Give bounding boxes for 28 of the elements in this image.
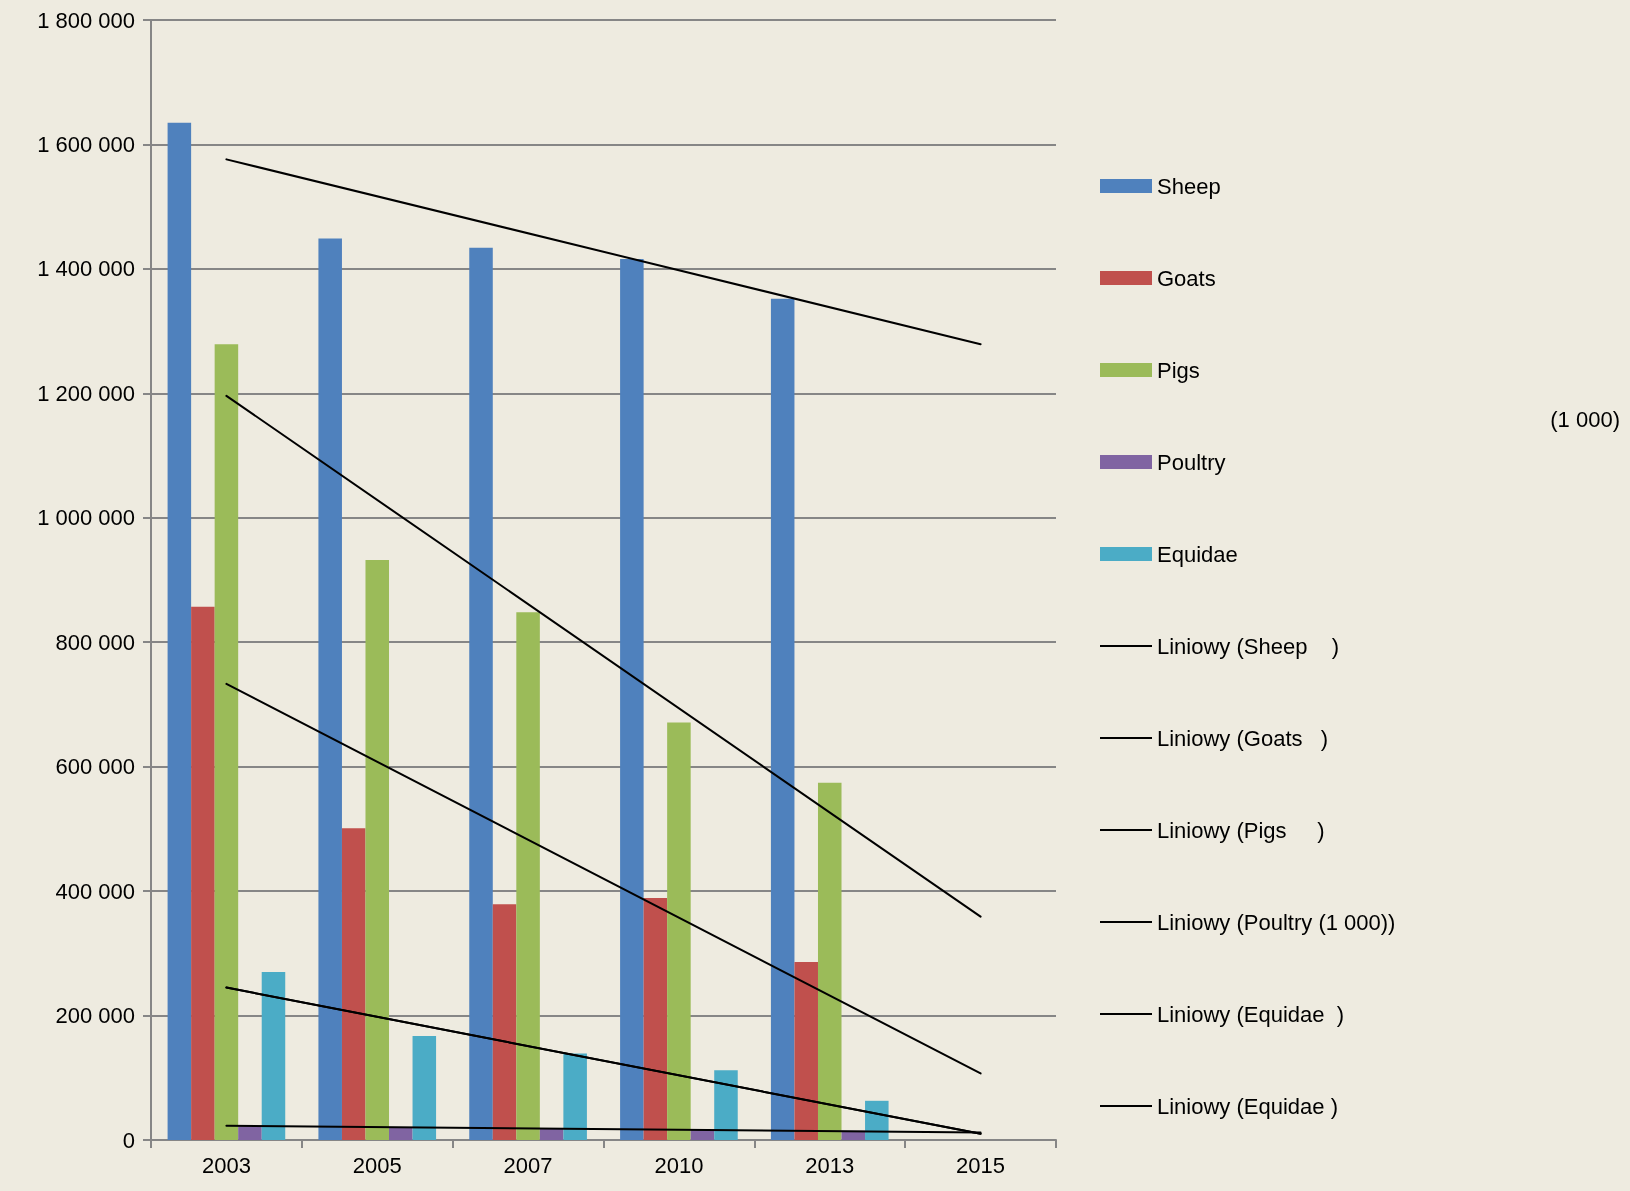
- y-tick-label: 1 000 000: [37, 505, 135, 531]
- x-tick-label: 2003: [201, 1152, 251, 1178]
- x-tick-label: 2013: [805, 1152, 855, 1178]
- y-tick-label: 200 000: [55, 1003, 135, 1029]
- y-tick-label: 1 600 000: [37, 131, 135, 157]
- legend-label: Equidae: [1157, 541, 1238, 567]
- legend-label: Liniowy (Pigs ): [1157, 817, 1325, 843]
- y-tick-label: 600 000: [55, 754, 135, 780]
- text: (1 000): [1550, 406, 1621, 432]
- x-tick-label: 2007: [503, 1152, 553, 1178]
- legend-label: Liniowy (Equidae ): [1157, 1001, 1345, 1027]
- y-tick-label: 1 800 000: [37, 7, 135, 33]
- legend-label: Liniowy (Goats ): [1157, 725, 1329, 751]
- legend-label: Pigs: [1157, 357, 1200, 383]
- y-tick-label: 1 400 000: [37, 256, 135, 282]
- y-tick-label: 0: [122, 1127, 135, 1153]
- legend-label: Sheep: [1157, 173, 1221, 199]
- legend-label: Goats: [1157, 265, 1216, 291]
- y-tick-label: 1 200 000: [37, 380, 135, 406]
- legend-label: Liniowy (Sheep ): [1157, 633, 1340, 659]
- legend-label: Poultry: [1157, 449, 1226, 475]
- y-tick-label: 400 000: [55, 878, 135, 904]
- legend-label: Liniowy (Poultry (1 000)): [1157, 909, 1396, 935]
- y-tick-label: 800 000: [55, 629, 135, 655]
- x-tick-label: 2015: [956, 1152, 1006, 1178]
- x-tick-label: 2005: [352, 1152, 402, 1178]
- x-tick-label: 2010: [654, 1152, 704, 1178]
- legend-label: Liniowy (Equidae ): [1157, 1093, 1338, 1119]
